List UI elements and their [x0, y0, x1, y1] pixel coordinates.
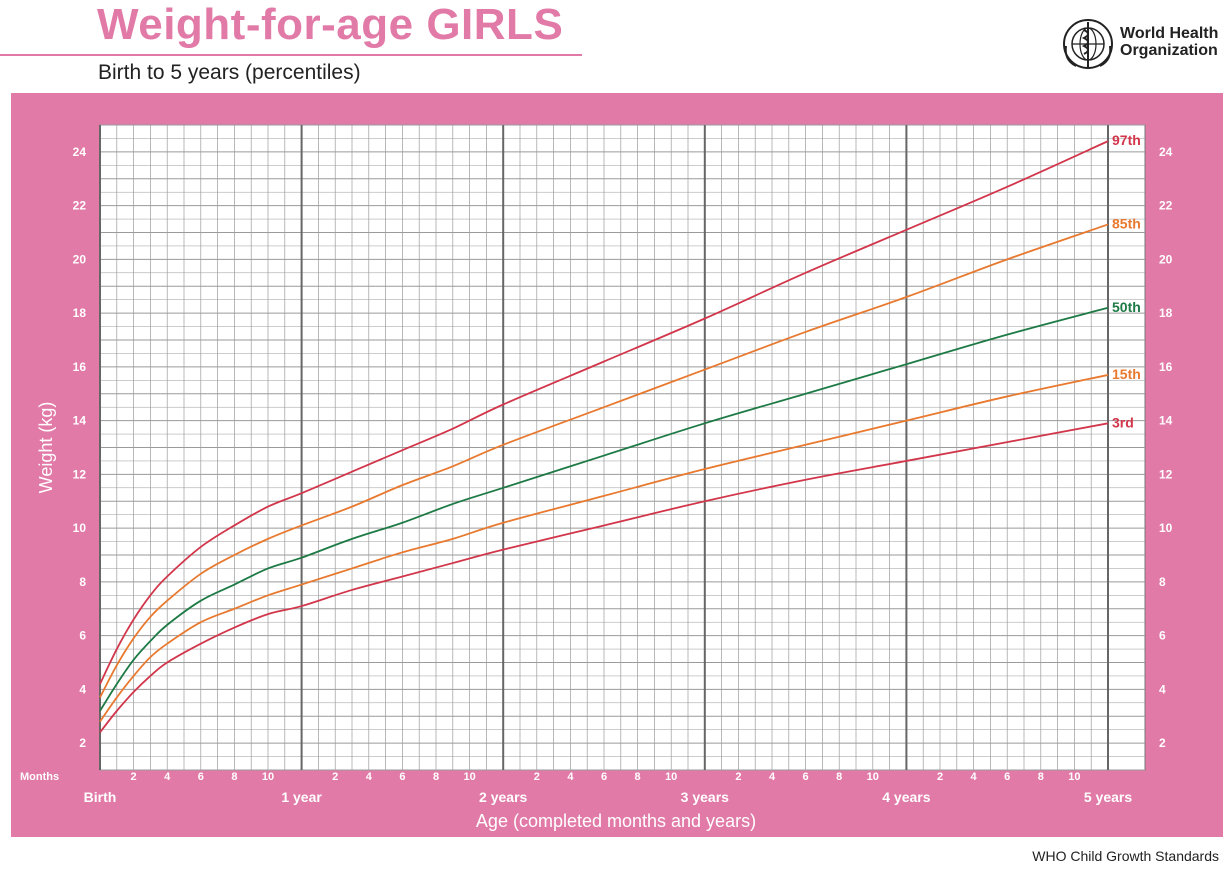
x-month-tick-label: 6 — [601, 771, 607, 783]
x-month-tick-label: 10 — [1068, 771, 1080, 783]
y-tick-label-right: 20 — [1159, 252, 1173, 266]
logo-line-1: World Health — [1120, 25, 1219, 42]
who-logo: World Health Organization — [1060, 16, 1225, 72]
x-month-tick-label: 6 — [1004, 771, 1010, 783]
y-tick-label-right: 18 — [1159, 306, 1173, 320]
x-year-label: 5 years — [1084, 789, 1132, 805]
page-title: Weight-for-age GIRLS — [97, 0, 564, 49]
x-month-tick-label: 4 — [567, 771, 574, 783]
who-wordmark: World Health Organization — [1120, 25, 1218, 59]
x-year-label: 2 years — [479, 789, 527, 805]
x-month-tick-label: 4 — [971, 771, 978, 783]
x-month-tick-label: 2 — [332, 771, 338, 783]
y-axis-label: Weight (kg) — [36, 402, 56, 494]
x-year-label: 3 years — [681, 789, 729, 805]
y-tick-label-right: 4 — [1159, 682, 1166, 696]
x-month-tick-label: 4 — [164, 771, 171, 783]
x-month-tick-label: 8 — [1038, 771, 1044, 783]
footer-credit: WHO Child Growth Standards — [1032, 848, 1219, 864]
y-tick-label-left: 18 — [73, 306, 87, 320]
x-month-tick-label: 10 — [665, 771, 677, 783]
y-tick-label-left: 24 — [73, 145, 87, 159]
series-line-p97 — [99, 140, 1109, 685]
y-tick-label-right: 12 — [1159, 467, 1173, 481]
y-tick-label-left: 6 — [79, 629, 86, 643]
series-line-p3 — [99, 422, 1109, 733]
y-tick-label-right: 16 — [1159, 360, 1173, 374]
y-tick-label-right: 8 — [1159, 575, 1166, 589]
x-year-label: 1 year — [281, 789, 322, 805]
x-axis-label: Age (completed months and years) — [476, 811, 756, 831]
y-tick-label-right: 14 — [1159, 414, 1173, 428]
x-month-tick-label: 4 — [769, 771, 776, 783]
x-month-tick-label: 10 — [867, 771, 879, 783]
y-tick-label-right: 2 — [1159, 736, 1166, 750]
months-label: Months — [20, 771, 59, 783]
y-tick-label-left: 12 — [73, 467, 87, 481]
page-subtitle: Birth to 5 years (percentiles) — [98, 61, 361, 84]
x-month-tick-label: 2 — [735, 771, 741, 783]
x-month-tick-label: 6 — [803, 771, 809, 783]
series-label-p15: 15th — [1112, 366, 1141, 382]
x-month-tick-label: 4 — [366, 771, 373, 783]
x-year-label: Birth — [84, 789, 117, 805]
x-year-label: 4 years — [882, 789, 930, 805]
x-month-tick-label: 10 — [463, 771, 475, 783]
y-tick-label-right: 24 — [1159, 145, 1173, 159]
title-divider — [0, 54, 582, 56]
x-month-tick-label: 2 — [937, 771, 943, 783]
x-month-tick-label: 6 — [198, 771, 204, 783]
y-tick-label-left: 4 — [79, 682, 86, 696]
logo-line-2: Organization — [1120, 42, 1218, 59]
y-tick-label-left: 22 — [73, 199, 87, 213]
series-line-p50 — [99, 306, 1109, 712]
y-tick-label-left: 2 — [79, 736, 86, 750]
y-tick-label-right: 6 — [1159, 629, 1166, 643]
series-label-p50: 50th — [1112, 299, 1141, 315]
series-label-p85: 85th — [1112, 215, 1141, 231]
x-month-tick-label: 8 — [836, 771, 842, 783]
x-month-tick-label: 6 — [399, 771, 405, 783]
x-month-tick-label: 2 — [534, 771, 540, 783]
y-tick-label-left: 20 — [73, 252, 87, 266]
series-line-p15 — [99, 374, 1109, 723]
y-tick-label-right: 22 — [1159, 199, 1173, 213]
x-month-tick-label: 10 — [262, 771, 274, 783]
y-tick-label-right: 10 — [1159, 521, 1173, 535]
y-tick-label-left: 8 — [79, 575, 86, 589]
x-month-tick-label: 8 — [635, 771, 641, 783]
series-label-p3: 3rd — [1112, 414, 1134, 430]
y-tick-label-left: 16 — [73, 360, 87, 374]
who-emblem-icon — [1063, 19, 1113, 69]
series-label-p97: 97th — [1112, 132, 1141, 148]
y-tick-label-left: 10 — [73, 521, 87, 535]
x-month-tick-label: 8 — [433, 771, 439, 783]
x-month-tick-label: 8 — [231, 771, 237, 783]
y-tick-label-left: 14 — [73, 414, 87, 428]
series-line-p85 — [99, 223, 1109, 698]
x-month-tick-label: 2 — [131, 771, 137, 783]
